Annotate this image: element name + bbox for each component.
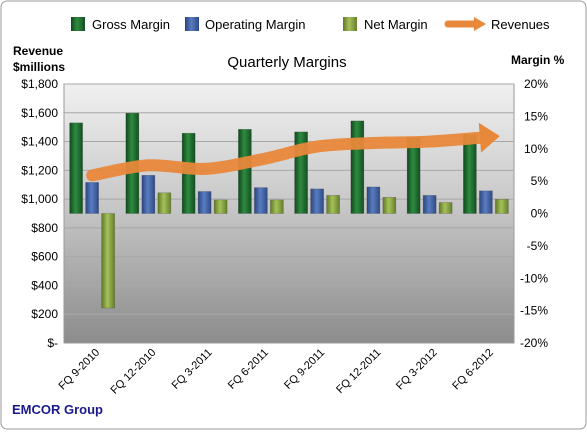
net-margin-bar [438,202,453,214]
left-tick-label: $800 [31,221,58,235]
legend-swatch-gross-margin [71,17,85,31]
operating-margin-bar [422,195,437,214]
gross-margin-bar [463,134,477,214]
net-margin-bar [495,198,509,214]
bar-series [69,112,509,309]
gross-margin-bar [238,129,252,214]
left-axis-title-line2: $millions [13,60,65,74]
operating-margin-bar [141,174,156,214]
gross-margin-bar [69,122,83,214]
right-tick-label: 10% [524,142,548,156]
right-tick-label: -15% [520,304,548,318]
operating-margin-bar [254,187,268,214]
right-axis-ticks: -20% -15% -10% -5% 0% 5% 10% 15% 20% [520,77,548,350]
revenue-line-path [86,131,492,182]
left-tick-label: $600 [31,250,58,264]
gross-margin-bar [406,137,421,214]
right-axis-title: Margin % [511,53,565,67]
net-margin-bar [101,213,115,309]
right-tick-label: 15% [524,109,548,123]
legend-label-revenues: Revenues [491,17,550,32]
net-margin-bar [270,199,284,214]
gross-margin-bar [350,120,365,214]
right-tick-label: 20% [524,77,548,91]
company-label: EMCOR Group [12,402,103,417]
left-tick-label: $400 [31,278,58,292]
operating-margin-bar [85,182,99,214]
plot-area [63,83,515,344]
left-tick-label: $1,400 [21,135,58,149]
net-margin-bar [382,197,397,214]
net-margin-bar [157,192,172,214]
left-tick-label: $1,000 [21,192,58,206]
legend-swatch-net-margin [343,17,357,31]
revenue-arrowhead [478,122,500,153]
right-tick-label: 5% [531,174,549,188]
legend-label-net-margin: Net Margin [364,17,428,32]
right-tick-label: 0% [531,207,549,221]
legend-arrow-revenues [474,17,486,31]
left-tick-label: $- [47,336,58,350]
revenue-line [86,122,500,182]
left-tick-label: $1,200 [21,163,58,177]
chart-title: Quarterly Margins [227,54,346,71]
left-tick-label: $1,800 [21,77,58,91]
operating-margin-bar [197,191,212,214]
legend: Gross Margin Operating Margin Net Margin… [71,17,550,32]
right-tick-label: -20% [520,336,548,350]
left-axis-ticks: $- $200 $400 $600 $800 $1,000 $1,200 $1,400 $1,6… [21,77,58,350]
net-margin-bar [213,199,228,214]
right-tick-label: -10% [520,271,548,285]
legend-label-gross-margin: Gross Margin [92,17,170,32]
legend-swatch-operating-margin [185,17,199,31]
operating-margin-bar [479,190,493,214]
left-tick-label: $1,600 [21,106,58,120]
right-tick-label: -5% [527,239,549,253]
operating-margin-bar [310,188,324,214]
left-axis-title-line1: Revenue [13,44,63,58]
legend-label-operating-margin: Operating Margin [205,17,305,32]
operating-margin-bar [366,186,381,214]
left-tick-label: $200 [31,307,58,321]
net-margin-bar [326,195,340,214]
